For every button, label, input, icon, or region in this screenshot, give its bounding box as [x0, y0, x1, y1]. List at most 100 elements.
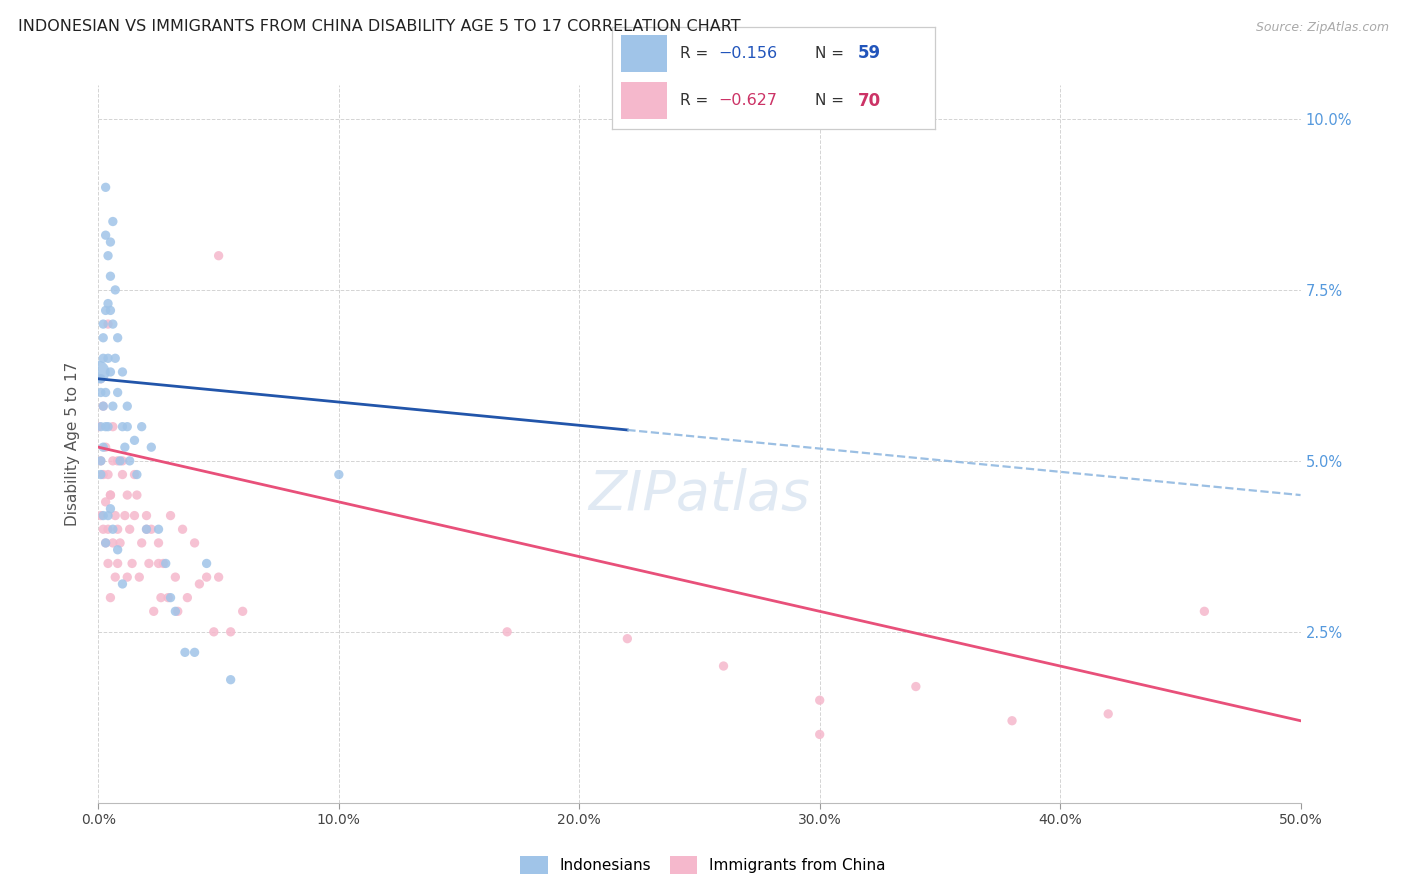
Point — [904, 680, 927, 694]
Text: ZIPatlas: ZIPatlas — [589, 467, 810, 521]
Point — [114, 508, 136, 523]
Point — [121, 557, 143, 571]
Point — [97, 557, 120, 571]
Point — [157, 591, 180, 605]
Y-axis label: Disability Age 5 to 17: Disability Age 5 to 17 — [65, 361, 80, 526]
Point — [131, 419, 153, 434]
Point — [90, 508, 112, 523]
Point — [94, 303, 117, 318]
Point — [174, 645, 197, 659]
Point — [91, 331, 114, 345]
Point — [159, 591, 181, 605]
Point — [97, 317, 120, 331]
Point — [1097, 706, 1119, 721]
Point — [100, 488, 122, 502]
Point — [208, 249, 231, 263]
FancyBboxPatch shape — [621, 35, 666, 72]
Point — [616, 632, 638, 646]
Point — [90, 467, 112, 482]
Point — [142, 604, 165, 618]
Point — [97, 296, 120, 310]
Point — [107, 557, 129, 571]
Point — [101, 454, 124, 468]
Point — [100, 269, 122, 284]
Point — [91, 467, 114, 482]
Point — [97, 508, 120, 523]
Point — [90, 419, 112, 434]
Point — [87, 365, 110, 379]
Point — [94, 440, 117, 454]
Point — [94, 385, 117, 400]
Point — [125, 488, 148, 502]
Point — [176, 591, 198, 605]
Point — [101, 522, 124, 536]
Text: N =: N = — [815, 93, 849, 108]
Point — [91, 508, 114, 523]
Point — [101, 419, 124, 434]
FancyBboxPatch shape — [621, 82, 666, 119]
Point — [107, 522, 129, 536]
Point — [111, 454, 134, 468]
Point — [100, 488, 122, 502]
Point — [91, 399, 114, 413]
Text: 70: 70 — [858, 92, 880, 110]
Point — [135, 522, 157, 536]
Point — [148, 522, 170, 536]
Point — [90, 372, 112, 386]
Point — [90, 454, 112, 468]
Point — [328, 467, 350, 482]
Point — [91, 399, 114, 413]
Point — [111, 419, 134, 434]
Point — [713, 659, 735, 673]
Point — [97, 467, 120, 482]
Point — [90, 454, 112, 468]
Text: 59: 59 — [858, 45, 880, 62]
Legend: Indonesians, Immigrants from China: Indonesians, Immigrants from China — [515, 850, 891, 880]
Point — [141, 522, 163, 536]
Text: INDONESIAN VS IMMIGRANTS FROM CHINA DISABILITY AGE 5 TO 17 CORRELATION CHART: INDONESIAN VS IMMIGRANTS FROM CHINA DISA… — [18, 19, 741, 34]
Point — [195, 570, 218, 584]
Point — [124, 508, 146, 523]
Text: R =: R = — [679, 93, 713, 108]
Point — [188, 577, 211, 591]
Point — [149, 591, 172, 605]
Point — [159, 508, 181, 523]
Point — [125, 467, 148, 482]
Point — [107, 542, 129, 557]
Point — [90, 385, 112, 400]
Point — [100, 591, 122, 605]
Point — [1194, 604, 1216, 618]
Point — [141, 440, 163, 454]
Point — [91, 522, 114, 536]
Point — [94, 495, 117, 509]
Point — [1001, 714, 1024, 728]
Point — [104, 508, 127, 523]
Point — [108, 536, 131, 550]
Point — [208, 570, 231, 584]
Point — [101, 536, 124, 550]
Point — [107, 385, 129, 400]
Point — [165, 604, 187, 618]
Point — [117, 570, 139, 584]
Point — [131, 536, 153, 550]
Point — [97, 419, 120, 434]
Point — [94, 536, 117, 550]
Point — [135, 522, 157, 536]
Point — [166, 604, 188, 618]
Point — [104, 283, 127, 297]
Text: −0.627: −0.627 — [718, 93, 778, 108]
Point — [155, 557, 177, 571]
Point — [104, 351, 127, 366]
Point — [104, 570, 127, 584]
Point — [107, 331, 129, 345]
Point — [97, 522, 120, 536]
Point — [124, 434, 146, 448]
Point — [138, 557, 160, 571]
Point — [124, 467, 146, 482]
Point — [219, 624, 242, 639]
Point — [808, 693, 831, 707]
Point — [94, 536, 117, 550]
Point — [172, 522, 194, 536]
Point — [101, 399, 124, 413]
Point — [195, 557, 218, 571]
